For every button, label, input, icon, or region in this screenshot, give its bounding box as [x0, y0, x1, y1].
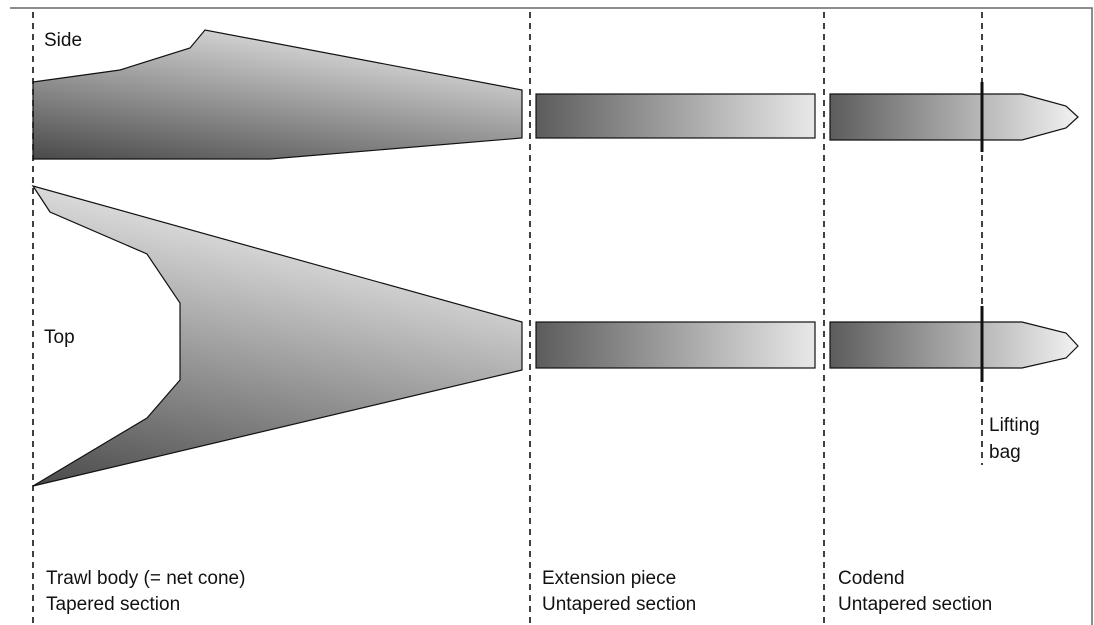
- extension-piece-section-type: Untapered section: [542, 594, 696, 615]
- trawl-body-section-name: Trawl body (= net cone): [46, 568, 245, 589]
- codend-section-type: Untapered section: [838, 594, 992, 615]
- top-codend-shape: [829, 321, 1079, 369]
- extension-piece-section-name: Extension piece: [542, 568, 676, 589]
- frame-border: [10, 7, 1093, 625]
- codend-section-name: Codend: [838, 568, 905, 589]
- lifting-bag-label-line2: bag: [989, 442, 1021, 463]
- side-extension-piece-shape: [535, 93, 816, 139]
- top-trawl-body-shape: [31, 184, 523, 487]
- side-codend-shape: [829, 93, 1079, 141]
- top-extension-piece-shape: [535, 321, 816, 369]
- side-trawl-body-shape: [32, 29, 523, 160]
- lifting-bag-label-line1: Lifting: [989, 415, 1040, 436]
- trawl-body-section-type: Tapered section: [46, 594, 180, 615]
- top-view-label: Top: [44, 327, 75, 348]
- side-view-label: Side: [44, 30, 82, 51]
